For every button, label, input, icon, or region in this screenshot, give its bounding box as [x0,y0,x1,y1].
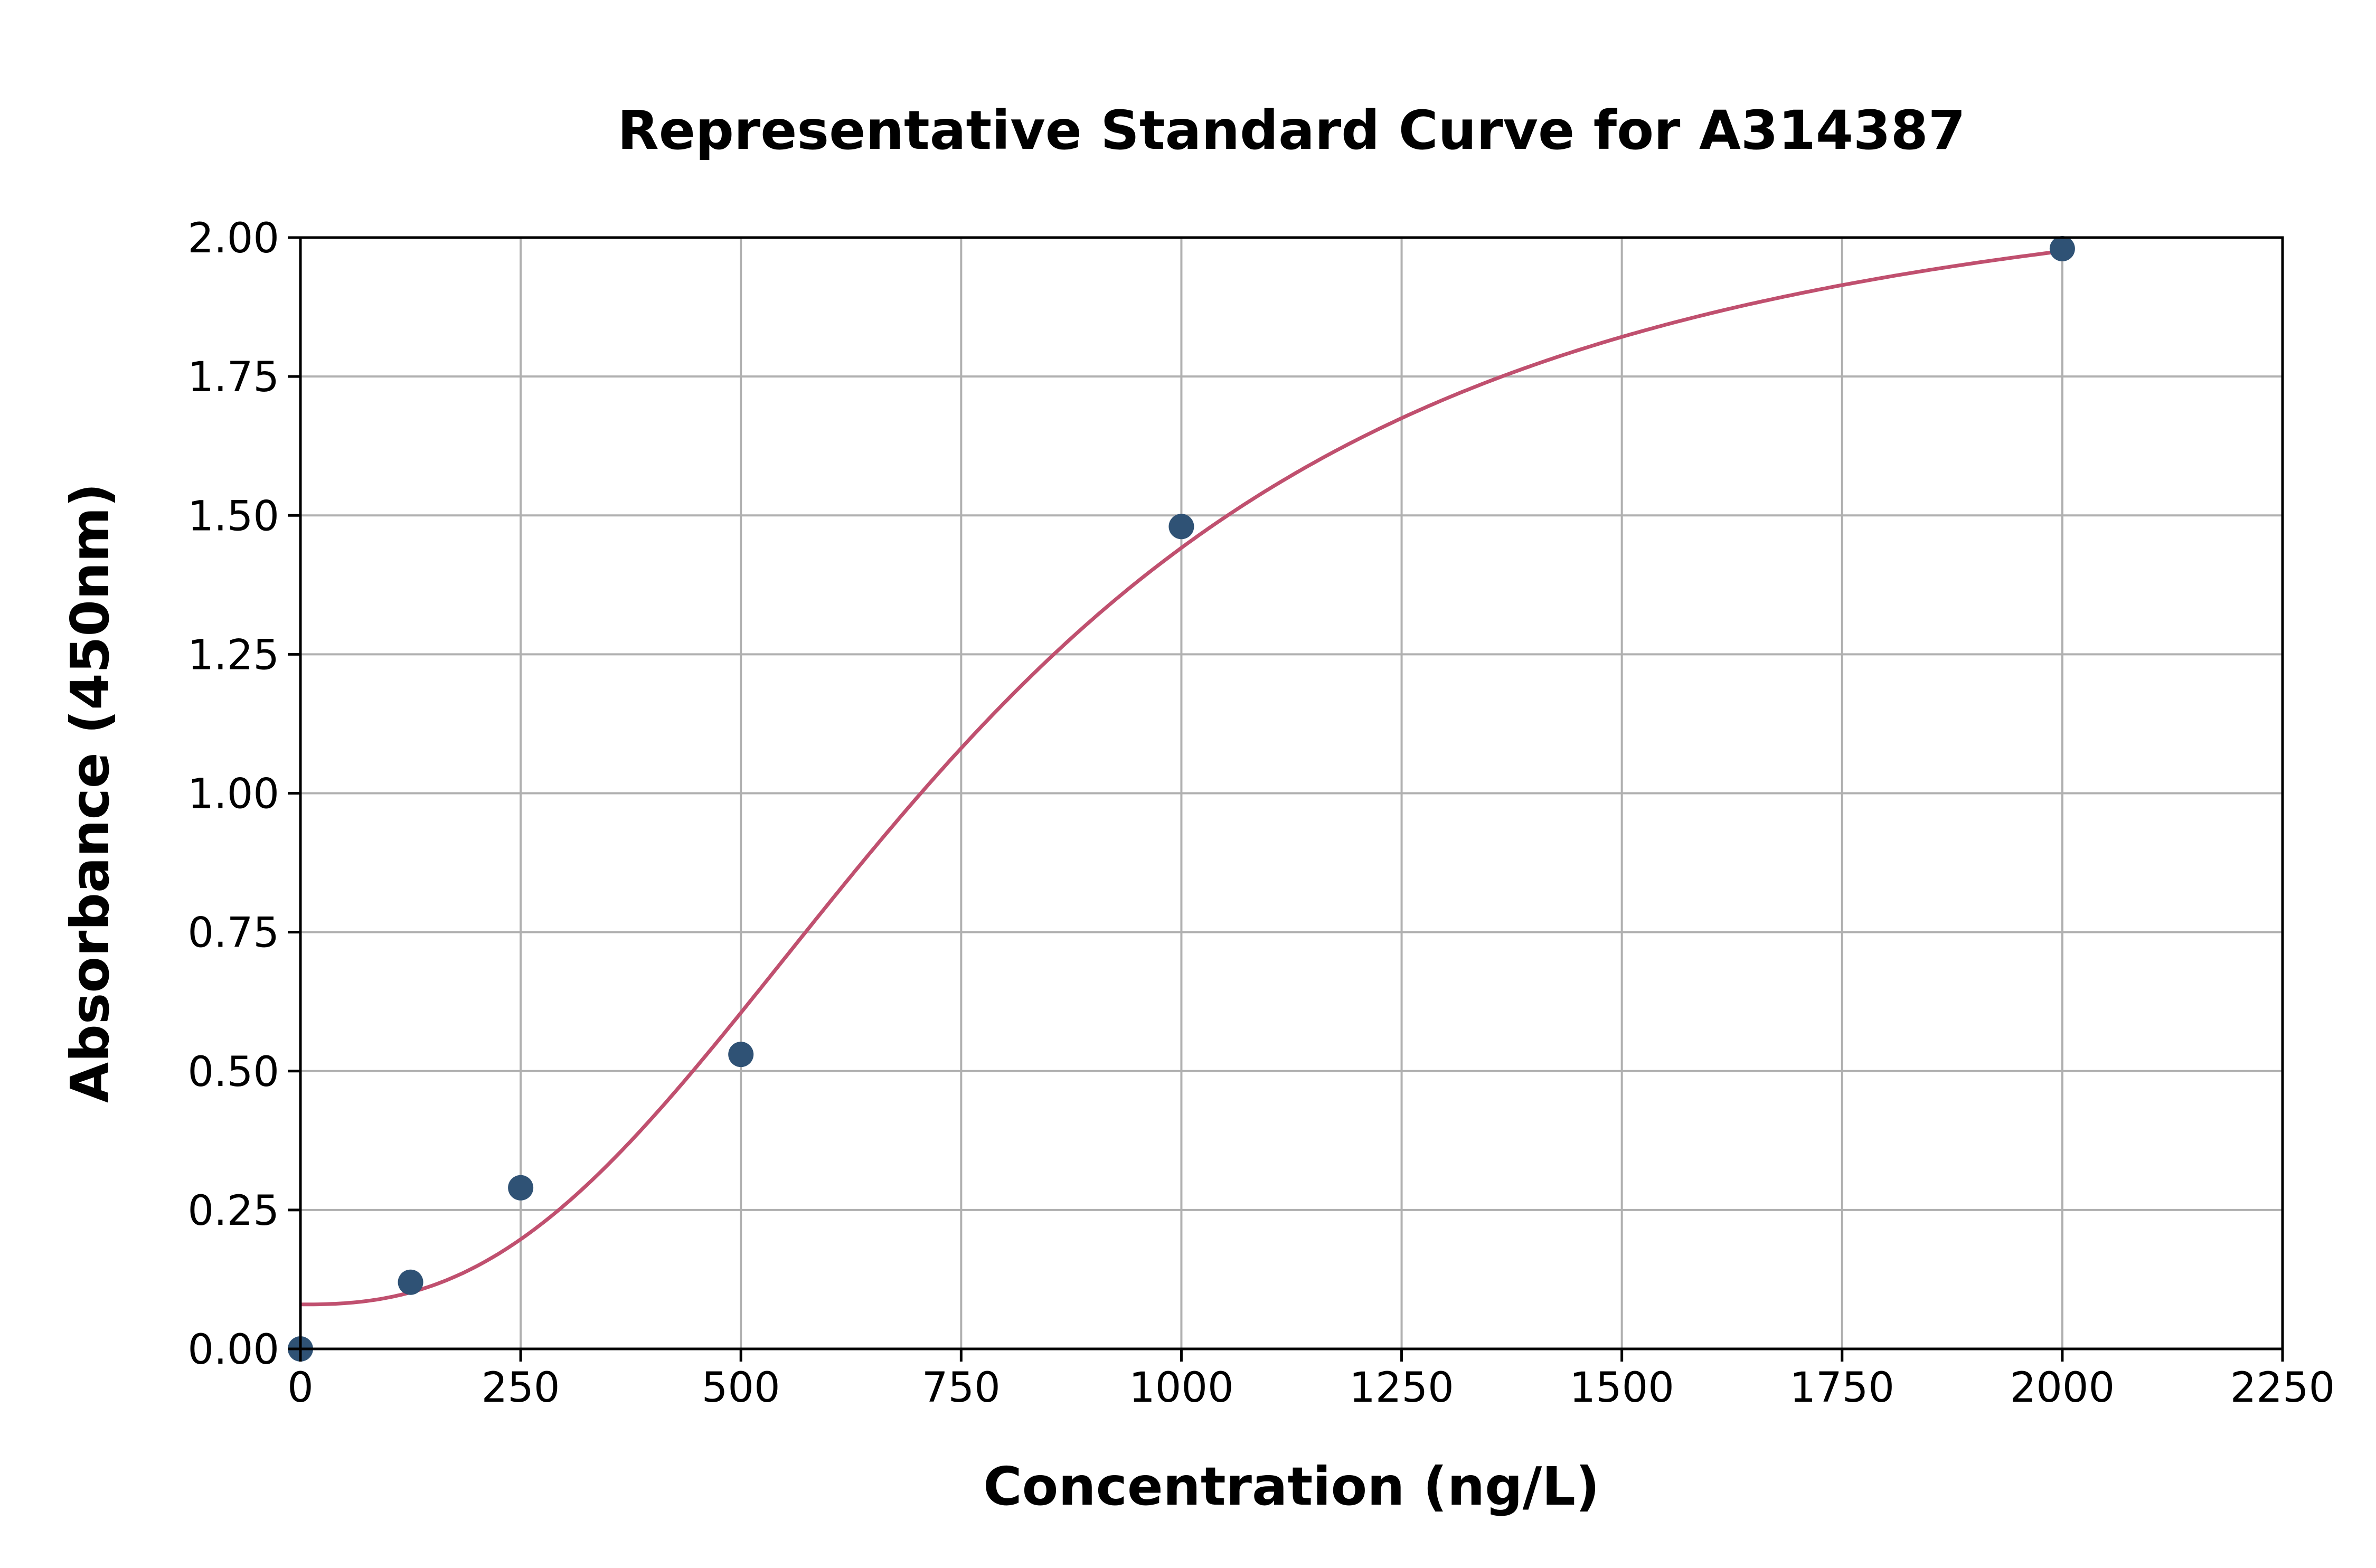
data-point [2049,236,2075,262]
x-tick-label: 1250 [1349,1364,1454,1412]
fit-curve-group [300,249,2063,1307]
fit-curve [300,249,2063,1307]
x-tick-label: 750 [922,1364,1001,1412]
data-point [398,1269,423,1295]
x-tick-label: 1000 [1129,1364,1234,1412]
y-tick-label: 2.00 [187,215,279,262]
y-tick-label: 1.50 [187,493,279,540]
y-tick-label: 0.75 [187,910,279,957]
y-tick-label: 1.25 [187,631,279,679]
x-tick-label: 250 [482,1364,560,1412]
x-tick-label: 1750 [1790,1364,1895,1412]
grid [299,237,2284,1350]
y-tick-label: 1.75 [187,354,279,401]
x-tick-label: 0 [287,1364,314,1412]
x-axis-label: Concentration (ng/L) [983,1456,1599,1517]
y-tick-label: 0.00 [187,1326,279,1374]
y-tick-label: 0.50 [187,1049,279,1096]
y-axis-label: Absorbance (450nm) [59,483,121,1103]
x-tick-label: 1500 [1569,1364,1674,1412]
data-point [1168,514,1194,540]
data-point [508,1175,534,1201]
data-point [728,1042,754,1068]
x-tick-label: 500 [702,1364,780,1412]
y-tick-label: 0.25 [187,1187,279,1235]
chart-title: Representative Standard Curve for A31438… [617,99,1966,162]
y-tick-label: 1.00 [187,771,279,818]
axis-ticks: 0 250 500 750 1000 1250 1500 1750 2000 2250 0.00 0.… [187,215,2335,1412]
x-tick-label: 2250 [2230,1364,2335,1412]
x-tick-label: 2000 [2010,1364,2115,1412]
